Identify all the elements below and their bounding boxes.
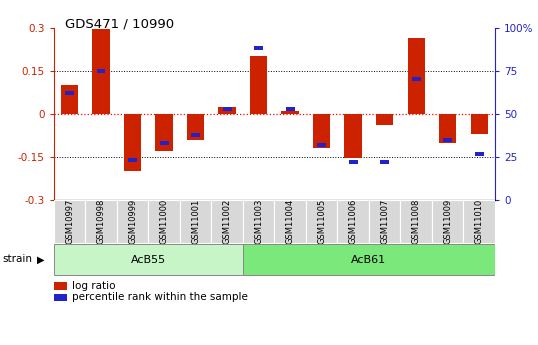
Bar [274,200,306,243]
Text: GSM10998: GSM10998 [96,199,105,244]
Bar [93,29,110,114]
Bar [432,200,463,243]
Bar [54,244,243,275]
Bar [313,114,330,148]
Bar [463,200,495,243]
Bar [344,114,362,158]
Text: GSM10999: GSM10999 [128,199,137,244]
Bar [369,200,400,243]
Bar [317,143,326,147]
Text: ▶: ▶ [37,255,44,264]
Bar [439,114,456,142]
Bar [349,160,358,164]
Text: AcB61: AcB61 [351,255,386,265]
Bar [211,200,243,243]
Text: GSM11003: GSM11003 [254,199,263,244]
Bar [475,151,484,156]
Text: GSM11006: GSM11006 [349,199,358,244]
Text: GSM11002: GSM11002 [223,199,232,244]
Bar [187,114,204,140]
Bar [286,107,294,111]
Bar [180,200,211,243]
Bar [281,111,299,114]
Text: GSM11007: GSM11007 [380,199,389,244]
Bar [54,200,86,243]
Text: GSM11005: GSM11005 [317,199,326,244]
Bar [243,200,274,243]
Text: GSM11010: GSM11010 [475,199,484,244]
Bar [160,141,168,145]
Bar [148,200,180,243]
Bar [61,85,78,114]
Bar [412,77,421,81]
Text: GDS471 / 10990: GDS471 / 10990 [65,17,174,30]
Bar [376,114,393,125]
Text: GSM11009: GSM11009 [443,199,452,244]
Bar [128,158,137,162]
Text: percentile rank within the sample: percentile rank within the sample [72,293,247,302]
Bar [65,91,74,95]
Text: GSM11004: GSM11004 [286,199,295,244]
Text: AcB55: AcB55 [131,255,166,265]
Text: GSM11000: GSM11000 [160,199,168,244]
Bar [243,244,495,275]
Bar [191,132,200,137]
Bar [337,200,369,243]
Bar [380,160,389,164]
Bar [117,200,148,243]
Text: GSM11001: GSM11001 [191,199,200,244]
Bar [407,38,425,114]
Bar [400,200,432,243]
Text: log ratio: log ratio [72,281,115,291]
Bar [155,114,173,151]
Bar [124,114,141,171]
Bar [97,69,105,73]
Text: GSM10997: GSM10997 [65,199,74,244]
Bar [471,114,488,134]
Text: strain: strain [3,255,33,264]
Bar [443,138,452,142]
Bar [250,56,267,114]
Bar [254,46,263,50]
Bar [86,200,117,243]
Bar [223,107,231,111]
Text: GSM11008: GSM11008 [412,199,421,244]
Bar [218,107,236,114]
Bar [306,200,337,243]
